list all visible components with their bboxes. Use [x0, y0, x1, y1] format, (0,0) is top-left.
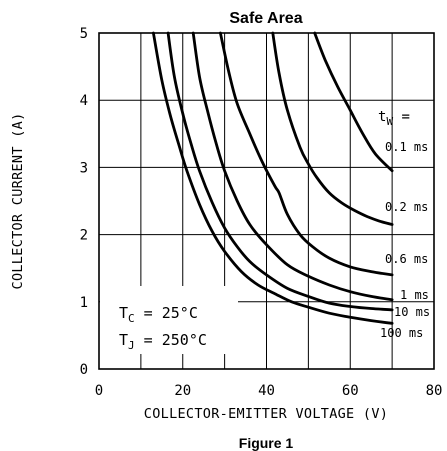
- x-tick-60: 60: [342, 383, 359, 399]
- case-temperature-main: T: [119, 304, 128, 322]
- figure-caption: Figure 1: [239, 435, 294, 451]
- series-curve-0-6-ms: [219, 31, 394, 277]
- series-curves: [152, 31, 394, 325]
- y-tick-3: 3: [80, 160, 88, 176]
- series-curve-100-ms: [152, 31, 394, 325]
- junction-temperature: TJ = 250°C: [119, 331, 207, 352]
- grid-lines: [99, 33, 434, 369]
- y-tick-0: 0: [80, 362, 88, 378]
- series-labels: 0.1 ms 0.2 ms 0.6 ms 1 ms 10 ms 100 ms: [380, 140, 430, 340]
- series-curve-0-1-ms: [313, 31, 394, 173]
- case-temperature: TC = 25°C: [119, 304, 198, 325]
- series-label-100-ms: 100 ms: [380, 326, 423, 340]
- legend-title-sub: W: [386, 115, 393, 128]
- junction-temperature-main: T: [119, 331, 128, 349]
- series-curve-10-ms: [166, 31, 394, 312]
- annotation-box: [100, 286, 238, 354]
- chart-title: Safe Area: [229, 10, 302, 27]
- series-label-10-ms: 10 ms: [394, 305, 430, 319]
- series-curve-1-ms: [191, 31, 394, 302]
- y-tick-2: 2: [80, 228, 88, 244]
- legend-title: tW =: [378, 109, 410, 128]
- series-label-0-1-ms: 0.1 ms: [385, 140, 428, 154]
- x-tick-40: 40: [258, 383, 275, 399]
- y-tick-5: 5: [80, 26, 88, 42]
- y-tick-1: 1: [80, 295, 88, 311]
- x-tick-20: 20: [174, 383, 191, 399]
- plot-frame: [98, 32, 435, 370]
- case-temperature-value: = 25°C: [135, 304, 198, 322]
- x-axis-label: COLLECTOR-EMITTER VOLTAGE (V): [144, 406, 388, 422]
- legend-title-main: t: [378, 109, 386, 125]
- x-tick-labels: 0 20 40 60 80: [95, 383, 443, 399]
- y-axis-label: COLLECTOR CURRENT (A): [10, 113, 26, 290]
- y-tick-labels: 0 1 2 3 4 5: [80, 26, 88, 378]
- junction-temperature-sub: J: [128, 339, 135, 352]
- x-tick-80: 80: [426, 383, 443, 399]
- series-label-1-ms: 1 ms: [400, 288, 429, 302]
- x-tick-0: 0: [95, 383, 103, 399]
- junction-temperature-value: = 250°C: [135, 331, 207, 349]
- legend-title-suffix: =: [393, 109, 410, 125]
- series-label-0-2-ms: 0.2 ms: [385, 200, 428, 214]
- series-label-0-6-ms: 0.6 ms: [385, 252, 428, 266]
- series-curve-0-2-ms: [271, 31, 394, 226]
- y-tick-4: 4: [80, 93, 88, 109]
- case-temperature-sub: C: [128, 312, 135, 325]
